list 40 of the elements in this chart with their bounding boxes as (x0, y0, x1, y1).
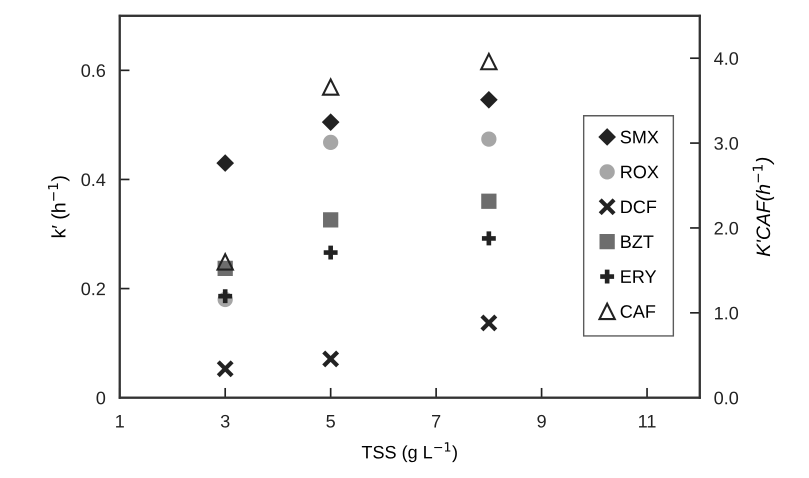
legend-label: CAF (620, 305, 656, 318)
point (218, 289, 232, 304)
y-tick-label: 0 (96, 392, 106, 404)
point (482, 231, 496, 246)
y-tick-label: 0.4 (81, 173, 106, 186)
x-tick-label: 5 (326, 415, 335, 428)
y2-tick-label: 0.0 (714, 392, 738, 404)
legend-label: BZT (621, 236, 654, 248)
point (216, 253, 234, 271)
point (480, 91, 498, 108)
x-tick-label: 7 (432, 415, 440, 428)
legend-label: DCF (621, 200, 656, 214)
point (481, 194, 496, 209)
point (323, 212, 338, 228)
point (324, 246, 338, 260)
point (322, 114, 340, 131)
point (322, 350, 340, 368)
legend-label: ROX (621, 166, 659, 178)
y-tick-label: 0.2 (81, 282, 105, 296)
point (481, 131, 496, 147)
x-tick-label: 11 (639, 415, 656, 428)
x-tick-label: 9 (537, 414, 546, 428)
y2-tick-label: 1.0 (715, 306, 738, 320)
y2-tick-label: 2.0 (714, 222, 738, 235)
legend-label: ERY (621, 270, 656, 283)
point (322, 78, 340, 96)
y2-tick-label: 4.0 (714, 52, 738, 65)
legend-label: SMX (620, 130, 659, 144)
y-axis-title: k′ (h$^{−1}$) (48, 176, 70, 238)
x-tick-label: 3 (220, 414, 230, 428)
point (480, 314, 498, 332)
y2-axis-title: K'CAF(h$^{−1}$) (752, 158, 774, 256)
point (216, 154, 234, 172)
y-tick-label: 0.6 (81, 64, 106, 78)
x-axis-title: TSS (g L$^{−1}$) (362, 442, 457, 462)
point (216, 360, 234, 378)
x-tick-label: 1 (116, 415, 124, 428)
point (480, 52, 498, 70)
point (323, 134, 338, 150)
y2-tick-label: 3.0 (714, 137, 738, 150)
